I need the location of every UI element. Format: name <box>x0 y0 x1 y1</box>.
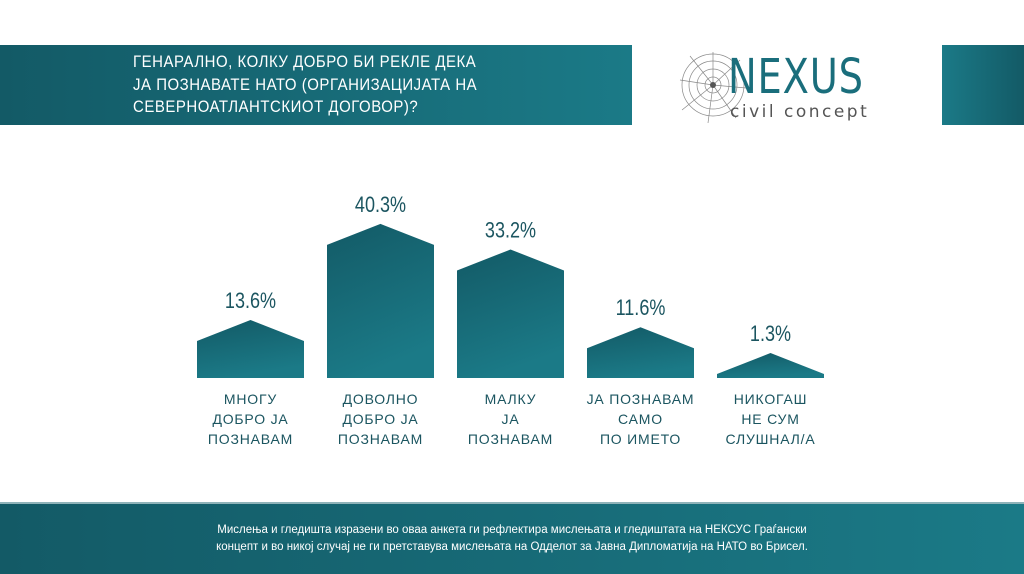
header-accent-band <box>942 45 1024 125</box>
category-label: ПОЗНАВАМ <box>468 431 553 447</box>
disclaimer-footer: Мислења и гледишта изразени во оваа анке… <box>0 502 1024 574</box>
category-label: ЈА <box>502 411 520 427</box>
logo-wordmark: NEXUS <box>728 49 864 105</box>
category-label: ДОБРО ЈА <box>212 411 288 427</box>
bar-chart: 13.6% МНОГУ ДОБРО ЈА ПОЗНАВАМ 40.3% ДОВОЛНО ДО… <box>197 193 824 447</box>
disclaimer-line: Мислења и гледишта изразени во оваа анке… <box>217 524 807 536</box>
spider-web-icon <box>679 52 747 124</box>
category-label: НЕ СУМ <box>741 411 799 427</box>
bar <box>457 249 564 378</box>
value-label: 33.2% <box>485 219 536 243</box>
category-label: СЛУШНАЛ/А <box>726 431 816 447</box>
value-label: 1.3% <box>750 322 791 346</box>
category-label: МНОГУ <box>224 391 277 407</box>
category-label: ПО ИМЕТО <box>600 431 681 447</box>
category-label: ПОЗНАВАМ <box>338 431 423 447</box>
category-label: ДОБРО ЈА <box>342 411 418 427</box>
chart-title: ГЕНАРАЛНО, КОЛКУ ДОБРО БИ РЕКЛЕ ДЕКА ЈА … <box>133 51 555 119</box>
value-label: 11.6% <box>616 297 666 321</box>
category-label: ПОЗНАВАМ <box>208 431 293 447</box>
logo-subtitle: civil concept <box>730 102 870 122</box>
title-line: ЈА ПОЗНАВАТЕ НАТО (ОРГАНИЗАЦИЈАТА НА <box>133 74 478 94</box>
disclaimer-line: концепт и во никој случај не ги претстав… <box>216 541 808 553</box>
value-label: 13.6% <box>225 289 276 313</box>
nexus-logo: NEXUS civil concept <box>678 50 898 125</box>
bar <box>587 327 694 378</box>
category-label: МАЛКУ <box>485 391 537 407</box>
category-label: САМО <box>618 411 663 427</box>
category-label: ЈА ПОЗНАВАМ <box>587 391 695 407</box>
bar <box>327 223 434 378</box>
header-band <box>0 45 632 125</box>
bar <box>717 353 824 378</box>
title-line: СЕВЕРНОАТЛАНТСКИОТ ДОГОВОР)? <box>133 97 419 116</box>
title-line: ГЕНАРАЛНО, КОЛКУ ДОБРО БИ РЕКЛЕ ДЕКА <box>133 52 477 71</box>
value-label: 40.3% <box>355 193 406 217</box>
category-label: НИКОГАШ <box>734 391 807 407</box>
category-label: ДОВОЛНО <box>343 391 419 407</box>
bar <box>197 320 304 378</box>
